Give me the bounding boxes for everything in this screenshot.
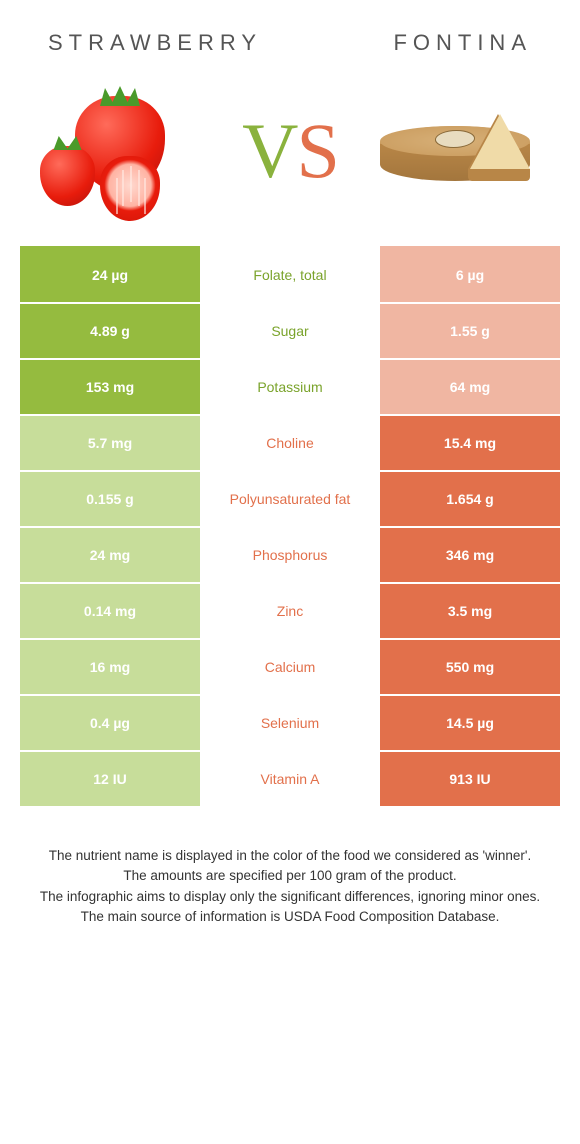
right-value-cell: 550 mg	[380, 638, 560, 694]
footnote-line: The amounts are specified per 100 gram o…	[30, 866, 550, 886]
footnote-line: The main source of information is USDA F…	[30, 907, 550, 927]
nutrient-label-cell: Selenium	[200, 694, 380, 750]
table-row: 4.89 gSugar1.55 g	[20, 302, 560, 358]
right-value-cell: 6 µg	[380, 246, 560, 302]
nutrient-label-cell: Choline	[200, 414, 380, 470]
right-value-cell: 346 mg	[380, 526, 560, 582]
nutrient-label-cell: Calcium	[200, 638, 380, 694]
left-value-cell: 0.4 µg	[20, 694, 200, 750]
nutrient-label-cell: Polyunsaturated fat	[200, 470, 380, 526]
table-row: 5.7 mgCholine15.4 mg	[20, 414, 560, 470]
left-value-cell: 5.7 mg	[20, 414, 200, 470]
right-value-cell: 3.5 mg	[380, 582, 560, 638]
cheese-slice-icon	[470, 114, 530, 169]
left-value-cell: 0.155 g	[20, 470, 200, 526]
strawberry-cut-icon	[100, 156, 160, 221]
left-value-cell: 0.14 mg	[20, 582, 200, 638]
table-row: 0.4 µgSelenium14.5 µg	[20, 694, 560, 750]
nutrient-label-cell: Potassium	[200, 358, 380, 414]
table-row: 0.155 gPolyunsaturated fat1.654 g	[20, 470, 560, 526]
footnote-line: The infographic aims to display only the…	[30, 887, 550, 907]
hero-row: VS 19	[0, 66, 580, 246]
right-value-cell: 1.654 g	[380, 470, 560, 526]
nutrient-label-cell: Phosphorus	[200, 526, 380, 582]
right-value-cell: 913 IU	[380, 750, 560, 806]
leaf-icon	[95, 86, 145, 106]
fontina-image: 19	[370, 86, 540, 216]
left-value-cell: 24 mg	[20, 526, 200, 582]
left-food-title: STRAWBERRY	[48, 30, 262, 56]
right-value-cell: 1.55 g	[380, 302, 560, 358]
nutrient-label-cell: Folate, total	[200, 246, 380, 302]
vs-s: S	[296, 107, 337, 194]
left-value-cell: 4.89 g	[20, 302, 200, 358]
right-value-cell: 14.5 µg	[380, 694, 560, 750]
table-row: 0.14 mgZinc3.5 mg	[20, 582, 560, 638]
footnote-line: The nutrient name is displayed in the co…	[30, 846, 550, 866]
left-value-cell: 12 IU	[20, 750, 200, 806]
left-value-cell: 16 mg	[20, 638, 200, 694]
titles-row: STRAWBERRY Fontina	[0, 0, 580, 66]
right-value-cell: 64 mg	[380, 358, 560, 414]
nutrient-label-cell: Vitamin A	[200, 750, 380, 806]
nutrient-label-cell: Zinc	[200, 582, 380, 638]
strawberry-image	[40, 86, 210, 216]
table-row: 24 mgPhosphorus346 mg	[20, 526, 560, 582]
table-row: 153 mgPotassium64 mg	[20, 358, 560, 414]
table-row: 16 mgCalcium550 mg	[20, 638, 560, 694]
vs-v: V	[242, 107, 296, 194]
vs-label: VS	[242, 106, 338, 196]
infographic-container: STRAWBERRY Fontina VS 19 24 µgFolate, to…	[0, 0, 580, 927]
right-value-cell: 15.4 mg	[380, 414, 560, 470]
footnotes: The nutrient name is displayed in the co…	[0, 806, 580, 927]
nutrient-comparison-table: 24 µgFolate, total6 µg4.89 gSugar1.55 g1…	[20, 246, 560, 806]
strawberry-icon	[40, 146, 95, 206]
left-value-cell: 24 µg	[20, 246, 200, 302]
table-row: 12 IUVitamin A913 IU	[20, 750, 560, 806]
right-food-title: Fontina	[393, 30, 532, 56]
table-row: 24 µgFolate, total6 µg	[20, 246, 560, 302]
nutrient-label-cell: Sugar	[200, 302, 380, 358]
left-value-cell: 153 mg	[20, 358, 200, 414]
